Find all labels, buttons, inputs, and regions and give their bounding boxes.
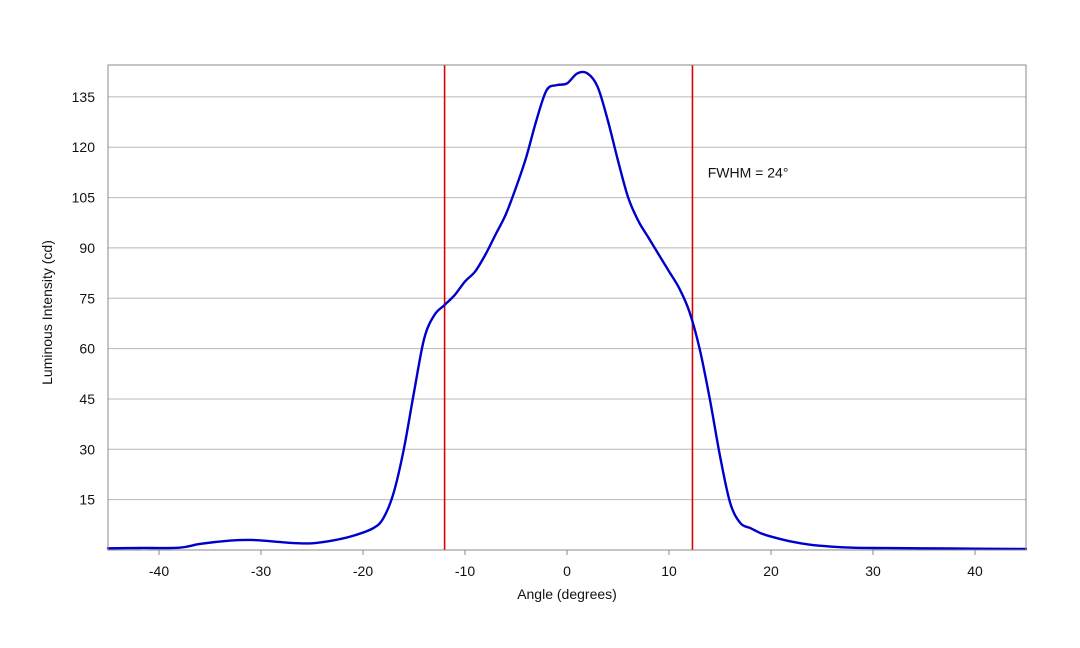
y-tick-label: 30 <box>79 441 95 457</box>
x-tick-label: 20 <box>763 563 779 579</box>
plot-frame <box>107 64 1027 551</box>
x-tick-label: -10 <box>455 563 475 579</box>
x-tick-label: 0 <box>563 563 571 579</box>
x-tick-label: 30 <box>865 563 881 579</box>
x-tick-label: 40 <box>967 563 983 579</box>
y-tick-label: 120 <box>72 139 96 155</box>
x-axis-title: Angle (degrees) <box>517 586 617 602</box>
x-tick-label: 10 <box>661 563 677 579</box>
series-layer <box>106 70 1028 551</box>
y-tick-label: 135 <box>72 89 96 105</box>
y-axis-title: Luminous Intensity (cd) <box>39 240 55 385</box>
y-tick-label: 15 <box>79 492 95 508</box>
y-tick-label: 105 <box>72 190 96 206</box>
reference-lines <box>443 65 694 550</box>
y-tick-label: 90 <box>79 240 95 256</box>
intensity-series-line <box>106 70 1028 551</box>
x-tick-label: -40 <box>149 563 169 579</box>
x-tick-label: -30 <box>251 563 271 579</box>
fwhm-annotation: FWHM = 24° <box>708 164 789 180</box>
x-tick-label: -20 <box>353 563 373 579</box>
grid-layer <box>108 96 1026 501</box>
tick-labels: 15 30 45 60 75 90 105 120 135 -40 -30 -20 -10 0 10 20 30… <box>72 89 983 579</box>
y-tick-label: 60 <box>79 341 95 357</box>
y-tick-label: 75 <box>79 290 95 306</box>
y-tick-label: 45 <box>79 391 95 407</box>
